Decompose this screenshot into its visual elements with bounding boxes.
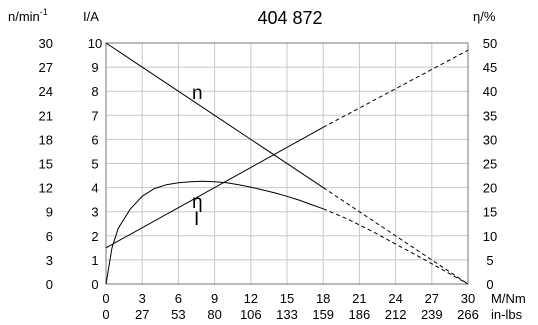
series-line-n-extrapolated — [322, 187, 469, 285]
series-line-n — [105, 42, 324, 189]
torque-inlbs-tick-label: 0 — [102, 307, 109, 322]
speed-tick-label: 27 — [39, 60, 53, 75]
efficiency-tick-label: 40 — [483, 84, 497, 99]
current-tick-label: 3 — [91, 205, 98, 220]
current-tick-label: 1 — [91, 253, 98, 268]
speed-axis-label: n/min-1 — [8, 7, 48, 24]
current-tick-label: 7 — [91, 108, 98, 123]
speed-tick-label: 15 — [39, 157, 53, 172]
efficiency-tick-label: 25 — [483, 157, 497, 172]
series-line-i — [105, 126, 324, 249]
efficiency-tick-label: 0 — [486, 277, 493, 292]
efficiency-tick-label: 30 — [483, 132, 497, 147]
torque-inlbs-tick-label: 27 — [135, 307, 149, 322]
torque-nm-tick-label: 30 — [461, 291, 475, 306]
torque-inlbs-tick-label: 80 — [207, 307, 221, 322]
current-tick-label: 0 — [91, 277, 98, 292]
torque-nm-tick-label: 3 — [139, 291, 146, 306]
torque-nm-tick-label: 12 — [244, 291, 258, 306]
torque-nm-tick-label: 6 — [175, 291, 182, 306]
torque-inlbs-tick-label: 53 — [171, 307, 185, 322]
series-line-eta-extrapolated — [323, 208, 469, 285]
efficiency-tick-label: 15 — [483, 205, 497, 220]
curves — [105, 42, 469, 285]
efficiency-tick-label: 45 — [483, 60, 497, 75]
series-label-n: n — [192, 83, 203, 104]
chart-title: 404 872 — [257, 8, 322, 28]
current-axis-label: I/A — [83, 9, 99, 24]
efficiency-tick-label: 5 — [486, 253, 493, 268]
torque-nm-tick-label: 24 — [388, 291, 402, 306]
efficiency-tick-label: 10 — [483, 229, 497, 244]
series-line-eta — [105, 180, 324, 285]
efficiency-tick-label: 50 — [483, 36, 497, 51]
speed-tick-label: 21 — [39, 108, 53, 123]
torque-nm-tick-label: 9 — [211, 291, 218, 306]
torque-nm-tick-label: 0 — [102, 291, 109, 306]
efficiency-tick-label: 35 — [483, 108, 497, 123]
current-tick-label: 9 — [91, 60, 98, 75]
torque-nm-tick-label: 21 — [352, 291, 366, 306]
speed-tick-label: 24 — [39, 84, 53, 99]
efficiency-tick-label: 20 — [483, 181, 497, 196]
tick-labels: 3027242118151296301098765432105045403530… — [39, 36, 498, 322]
series-line-i-extrapolated — [322, 49, 469, 128]
current-tick-label: 2 — [91, 229, 98, 244]
speed-tick-label: 12 — [39, 181, 53, 196]
torque-nm-tick-label: 15 — [280, 291, 294, 306]
torque-inlbs-tick-label: 266 — [457, 307, 479, 322]
speed-tick-label: 0 — [46, 277, 53, 292]
current-tick-label: 10 — [88, 36, 102, 51]
speed-axis-label-exponent: -1 — [40, 7, 48, 17]
torque-inlbs-tick-label: 159 — [312, 307, 334, 322]
torque-inlbs-tick-label: 212 — [385, 307, 407, 322]
torque-inlbs-tick-label: 186 — [349, 307, 371, 322]
plot-frame — [105, 42, 469, 285]
torque-nm-tick-label: 27 — [425, 291, 439, 306]
speed-tick-label: 3 — [46, 253, 53, 268]
torque-inlbs-axis-label: in-lbs — [491, 307, 523, 322]
current-tick-label: 8 — [91, 84, 98, 99]
speed-tick-label: 30 — [39, 36, 53, 51]
series-label-i: I — [194, 209, 199, 230]
efficiency-axis-label: η/% — [473, 9, 496, 24]
current-tick-label: 5 — [91, 157, 98, 172]
torque-inlbs-tick-label: 239 — [421, 307, 443, 322]
series-label-eta: η — [192, 192, 203, 213]
speed-tick-label: 18 — [39, 132, 53, 147]
current-tick-label: 4 — [91, 181, 98, 196]
current-tick-label: 6 — [91, 132, 98, 147]
speed-tick-label: 9 — [46, 205, 53, 220]
torque-nm-axis-label: M/Nm — [491, 291, 526, 306]
speed-axis-label-text: n/min — [8, 9, 40, 24]
torque-inlbs-tick-label: 106 — [240, 307, 262, 322]
torque-inlbs-tick-label: 133 — [276, 307, 298, 322]
speed-tick-label: 6 — [46, 229, 53, 244]
torque-nm-tick-label: 18 — [316, 291, 330, 306]
